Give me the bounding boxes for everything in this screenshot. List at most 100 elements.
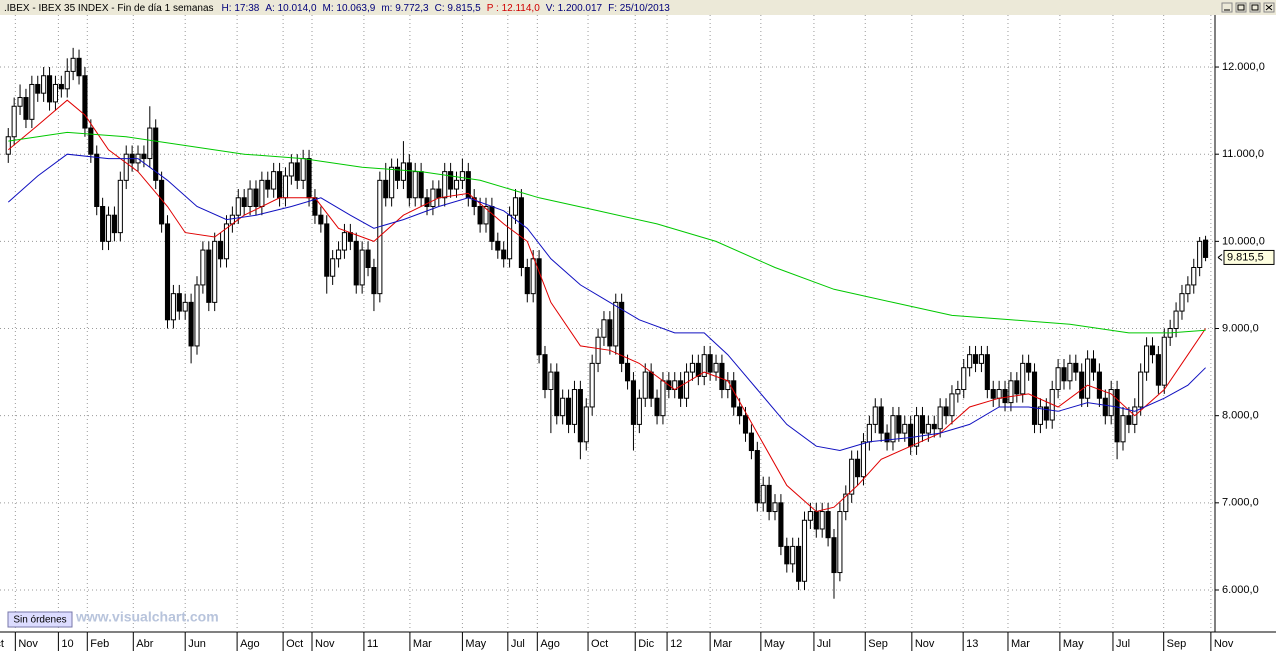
plot-area bbox=[0, 15, 1215, 632]
candle-body bbox=[855, 458, 861, 478]
candle-body bbox=[589, 362, 595, 408]
last-price-box bbox=[1223, 249, 1275, 265]
candle-body bbox=[442, 171, 448, 199]
candle-body bbox=[1002, 389, 1008, 404]
candle-body bbox=[731, 380, 737, 408]
candle-body bbox=[583, 406, 589, 443]
candle-body bbox=[17, 97, 23, 107]
candle-body bbox=[619, 301, 625, 364]
y-tick-label: 7.000,0 bbox=[1222, 497, 1259, 509]
candle-body bbox=[866, 423, 872, 443]
header-item: P : 12.114,0 bbox=[487, 3, 540, 14]
maximize-button[interactable] bbox=[1249, 2, 1261, 13]
watermark: www.visualchart.com bbox=[75, 609, 219, 625]
candle-body bbox=[1085, 358, 1091, 399]
candle-body bbox=[507, 214, 513, 260]
candle-body bbox=[418, 171, 424, 199]
restore-button[interactable] bbox=[1235, 2, 1247, 13]
candle-body bbox=[430, 188, 436, 207]
candle-body bbox=[218, 240, 224, 260]
moving-average-line bbox=[7, 153, 1206, 452]
header-text: .IBEX - IBEX 35 INDEX - Fin de día 1 sem… bbox=[4, 3, 670, 14]
candle-body bbox=[595, 336, 601, 364]
header-item: V: 1.200.017 bbox=[546, 3, 603, 14]
x-tick-label: Feb bbox=[90, 638, 109, 650]
candle-body bbox=[282, 175, 289, 199]
candle-body bbox=[306, 158, 312, 199]
candle-body bbox=[294, 162, 300, 181]
candle-body bbox=[477, 205, 483, 225]
candle-body bbox=[153, 127, 159, 181]
candle-body bbox=[1067, 362, 1073, 382]
candle-body bbox=[566, 397, 572, 425]
candle-body bbox=[383, 179, 389, 199]
orders-button[interactable] bbox=[7, 611, 73, 628]
moving-average-line bbox=[8, 131, 1206, 334]
header-bar bbox=[0, 0, 1276, 15]
candle-body bbox=[943, 406, 949, 417]
candle-body bbox=[1185, 284, 1191, 295]
candle-body bbox=[147, 127, 153, 160]
candle-body bbox=[300, 158, 306, 181]
candle-body bbox=[931, 423, 937, 430]
candle-body bbox=[483, 205, 489, 225]
candle-body bbox=[23, 97, 29, 120]
candle-body bbox=[878, 406, 884, 434]
candle-body bbox=[819, 511, 825, 530]
candle-body bbox=[742, 415, 749, 434]
candle-body bbox=[766, 484, 772, 513]
x-tick-label: Jul bbox=[817, 638, 831, 650]
candle-body bbox=[518, 197, 524, 269]
x-tick-label: Dic bbox=[638, 638, 654, 650]
restore-icon bbox=[1237, 4, 1245, 11]
candle-body bbox=[902, 423, 908, 434]
candle-body bbox=[890, 415, 896, 443]
candle-body bbox=[984, 354, 990, 391]
candle-body bbox=[713, 362, 719, 373]
candle-body bbox=[801, 519, 808, 582]
x-tick-label: Sep bbox=[868, 638, 888, 650]
minimize-button[interactable] bbox=[1221, 2, 1233, 13]
candle-body bbox=[365, 249, 371, 269]
candle-body bbox=[212, 240, 218, 303]
candle-body bbox=[796, 545, 802, 582]
candle-body bbox=[831, 537, 837, 574]
candle-body bbox=[1197, 240, 1203, 269]
x-tick-label: Abr bbox=[136, 638, 153, 650]
candle-body bbox=[1155, 354, 1161, 386]
candle-body bbox=[642, 371, 648, 399]
candle-body bbox=[206, 249, 212, 303]
candle-body bbox=[471, 197, 477, 207]
candle-body bbox=[46, 75, 53, 103]
candle-body bbox=[265, 179, 271, 190]
candle-body bbox=[512, 197, 519, 216]
moving-average-line bbox=[7, 99, 1207, 513]
candle-body bbox=[335, 249, 342, 260]
candle-body bbox=[613, 301, 619, 347]
close-icon bbox=[1265, 4, 1273, 11]
candle-body bbox=[1020, 362, 1026, 395]
candle-body bbox=[961, 367, 967, 391]
candle-body bbox=[748, 432, 754, 452]
y-tick-label: 6.000,0 bbox=[1222, 584, 1259, 596]
x-tick-label: Oct bbox=[286, 638, 303, 650]
candle-body bbox=[908, 423, 914, 447]
y-tick-label: 9.000,0 bbox=[1222, 322, 1259, 334]
candle-body bbox=[695, 362, 701, 377]
candle-body bbox=[188, 301, 194, 347]
candle-body bbox=[524, 267, 530, 295]
candle-body bbox=[259, 179, 265, 207]
candle-body bbox=[1008, 380, 1014, 404]
y-tick-label: 8.000,0 bbox=[1222, 410, 1259, 422]
y-tick-label: 11.000,0 bbox=[1222, 148, 1264, 160]
candle-body bbox=[896, 415, 902, 434]
candle-body bbox=[784, 545, 790, 565]
candle-body bbox=[288, 162, 294, 177]
candle-body bbox=[105, 214, 112, 242]
candle-body bbox=[164, 223, 171, 321]
candle-body bbox=[849, 458, 855, 495]
x-tick-label: Ago bbox=[240, 638, 260, 650]
window-buttons[interactable] bbox=[1221, 2, 1275, 13]
candle-body bbox=[542, 354, 548, 391]
